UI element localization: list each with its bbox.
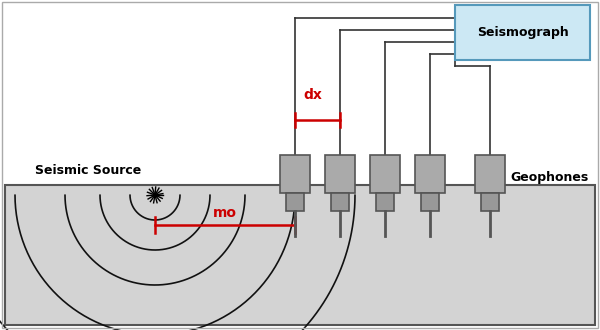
Bar xyxy=(325,155,355,193)
Bar xyxy=(481,193,499,211)
Bar xyxy=(280,155,310,193)
Text: Seismograph: Seismograph xyxy=(476,26,568,39)
Bar xyxy=(421,193,439,211)
Bar xyxy=(5,185,595,325)
Text: mo: mo xyxy=(213,206,237,220)
Bar xyxy=(475,155,505,193)
Bar xyxy=(455,5,590,60)
Bar xyxy=(415,155,445,193)
Bar xyxy=(370,155,400,193)
Bar xyxy=(331,193,349,211)
Text: Geophones: Geophones xyxy=(510,172,588,184)
Bar xyxy=(286,193,304,211)
Text: Seismic Source: Seismic Source xyxy=(35,163,141,177)
Bar xyxy=(376,193,394,211)
Text: dx: dx xyxy=(303,88,322,102)
